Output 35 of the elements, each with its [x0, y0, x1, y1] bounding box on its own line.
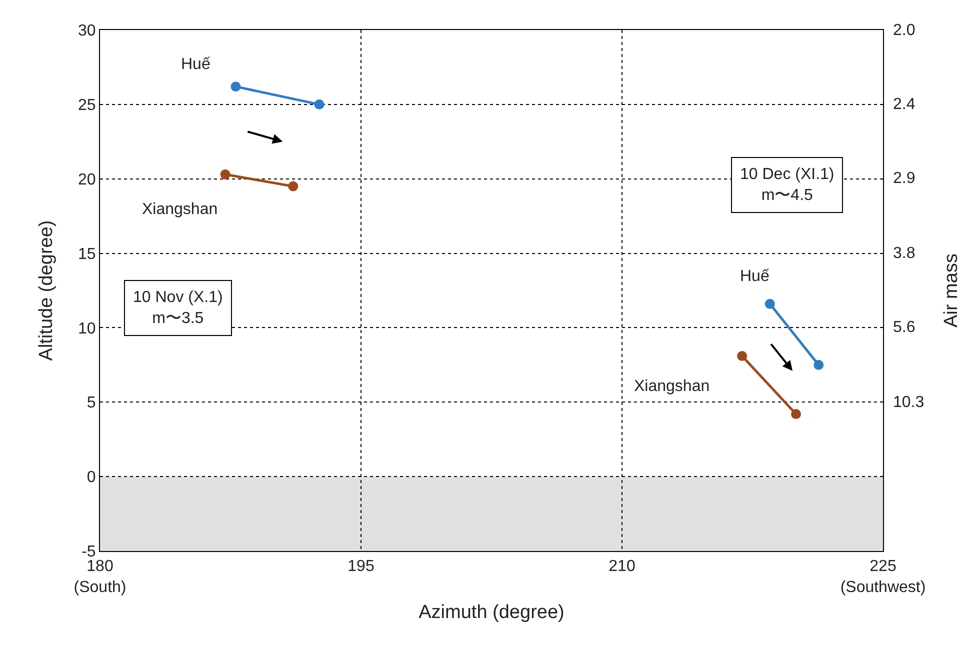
- series-label: Xiangshan: [142, 201, 218, 218]
- text: 10.3: [893, 394, 924, 411]
- point: [737, 351, 748, 361]
- y-tick-label: 0: [86, 469, 96, 486]
- point: [814, 360, 824, 370]
- point: [230, 82, 241, 92]
- y2-axis-title: Air mass: [940, 254, 962, 328]
- annotation: 10 Nov (X.1) m〜3.5: [133, 289, 223, 327]
- x-axis-title: Azimuth (degree): [418, 602, 564, 623]
- point: [288, 181, 298, 192]
- text: Xiangshan: [634, 378, 710, 395]
- series-label: Huế: [740, 268, 770, 285]
- point: [314, 99, 324, 110]
- y-tick-label: 10: [78, 320, 96, 338]
- text: 5.6: [893, 319, 916, 336]
- y-tick-label: 30: [78, 22, 96, 40]
- y-tick-label: 5: [86, 394, 96, 412]
- text: 2.4: [893, 96, 916, 113]
- y-tick-label: 25: [78, 97, 96, 114]
- point: [764, 298, 775, 309]
- text: 2.9: [893, 170, 916, 187]
- point: [791, 409, 801, 420]
- text: 3.8: [893, 245, 916, 262]
- point: [220, 169, 230, 180]
- x-tick-label: 195: [348, 558, 374, 576]
- y-tick-label: 20: [78, 171, 96, 188]
- series-label: Huế: [181, 56, 210, 73]
- y-tick-label: 15: [78, 246, 96, 263]
- y-axis-title: Altitude (degree): [36, 220, 57, 361]
- x-tick-label: 210: [608, 558, 636, 576]
- x-tick-label: 225 (Southwest): [840, 558, 926, 596]
- annotation: 10 Dec (XI.1) m〜4.5: [740, 166, 834, 204]
- text: 2.0: [893, 22, 916, 39]
- x-tick-label: 180 (South): [74, 558, 126, 596]
- y-tick-label: -5: [82, 544, 96, 561]
